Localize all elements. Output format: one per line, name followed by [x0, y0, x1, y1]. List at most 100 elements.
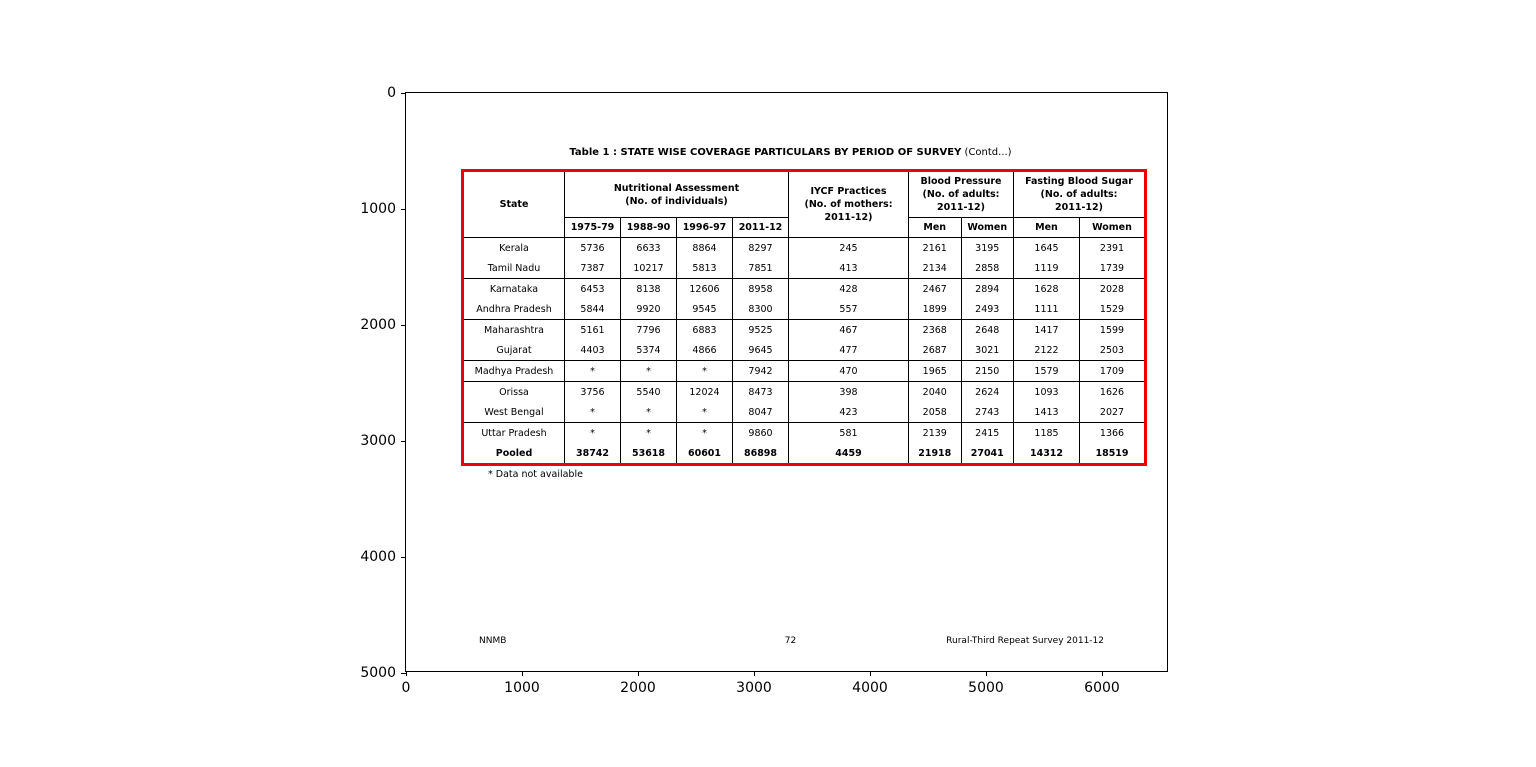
table-cell: 8473: [732, 381, 789, 402]
x-tick-mark: [986, 671, 987, 676]
table-cell: 21918: [908, 443, 961, 465]
footer-org: NNMB: [479, 636, 507, 646]
table-cell: 5813: [676, 258, 733, 279]
col-header-state: State: [499, 199, 529, 210]
table-cell: 1529: [1079, 299, 1146, 320]
col-header-nutritional-assessment: Nutritional Assessment (No. of individua…: [564, 170, 789, 218]
col-header-blood-pressure: Blood Pressure (No. of adults: 2011-12): [908, 170, 1014, 218]
plot-axes: 0 1000 2000 3000 4000 5000 0 1000 2000 3000 4000 5…: [360, 85, 1168, 696]
table-cell: 2493: [960, 299, 1014, 320]
table-title-main: Table 1 : STATE WISE COVERAGE PARTICULAR…: [569, 147, 962, 158]
table-cell: 2028: [1079, 278, 1146, 299]
state-cell: Tamil Nadu: [487, 262, 541, 274]
col-header-bp-men: Men: [908, 217, 961, 238]
state-cell: Andhra Pradesh: [476, 303, 552, 315]
table-cell: *: [676, 360, 733, 382]
table-cell: *: [564, 422, 621, 443]
table-cell: 413: [788, 258, 909, 279]
table-cell: 1417: [1013, 319, 1080, 340]
table-cell: 2858: [960, 258, 1014, 279]
table-cell: 2161: [908, 237, 961, 258]
table-cell: 8297: [732, 237, 789, 258]
table-cell: 1965: [908, 360, 961, 382]
y-tick-mark: [401, 93, 406, 94]
table-cell: 12606: [676, 278, 733, 299]
table-row-uttar-pradesh: Uttar Pradesh * * * 9860 581 2139 2415 1185 1366: [462, 422, 1146, 443]
table-cell: 467: [788, 319, 909, 340]
coverage-table: State Nutritional Assessment (No. of ind…: [461, 169, 1147, 466]
table-cell: 1119: [1013, 258, 1080, 279]
table-cell: 8864: [676, 237, 733, 258]
table-row-andhra-pradesh: Andhra Pradesh 5844 9920 9545 8300 557 1899 249…: [463, 299, 1146, 320]
table-cell: 2467: [908, 278, 961, 299]
table-cell: 2648: [960, 319, 1014, 340]
state-cell: Madhya Pradesh: [462, 360, 565, 382]
table-cell: 4866: [676, 340, 733, 361]
x-tick-mark: [870, 671, 871, 676]
state-cell: Maharashtra: [462, 319, 565, 340]
table-cell: 4459: [788, 443, 909, 465]
table-cell: 9545: [676, 299, 733, 320]
table-cell: 60601: [676, 443, 733, 465]
table-cell: 53618: [620, 443, 677, 465]
table-row-maharashtra: Maharashtra 5161 7796 6883 9525 467 2368 2648 14…: [462, 319, 1146, 340]
table-cell: 2040: [908, 381, 961, 402]
fbs-line1: Fasting Blood Sugar: [1025, 176, 1133, 187]
table-cell: 2415: [960, 422, 1014, 443]
table-cell: 3195: [960, 237, 1014, 258]
table-cell: 6883: [676, 319, 733, 340]
x-tick-label: 5000: [968, 680, 1004, 696]
table-cell: 2139: [908, 422, 961, 443]
x-tick-mark: [406, 671, 407, 676]
table-title: Table 1 : STATE WISE COVERAGE PARTICULAR…: [461, 147, 1120, 158]
state-cell: Kerala: [462, 237, 565, 258]
table-cell: *: [620, 402, 677, 423]
na-line1: Nutritional Assessment: [613, 182, 740, 194]
x-tick-label: 6000: [1084, 680, 1120, 696]
col-header-bp-women: Women: [960, 217, 1014, 238]
table-cell: 423: [788, 402, 909, 423]
col-header-fasting-blood-sugar: Fasting Blood Sugar (No. of adults: 2011…: [1013, 170, 1146, 218]
y-tick-label: 0: [387, 85, 396, 101]
table-cell: 6633: [620, 237, 677, 258]
table-cell: 38742: [564, 443, 621, 465]
coverage-table-header: State Nutritional Assessment (No. of ind…: [463, 170, 1146, 238]
state-cell: Uttar Pradesh: [462, 422, 565, 443]
table-cell: 1579: [1013, 360, 1080, 382]
x-tick-mark: [638, 671, 639, 676]
table-cell: 86898: [732, 443, 789, 465]
table-row-karnataka: Karnataka 6453 8138 12606 8958 428 2467 2894 162…: [462, 278, 1146, 299]
table-cell: 1626: [1079, 381, 1146, 402]
y-tick-label: 5000: [360, 665, 396, 681]
y-tick-mark: [401, 325, 406, 326]
col-header-1988-90: 1988-90: [620, 217, 677, 238]
table-cell: 1366: [1079, 422, 1146, 443]
table-cell: 5540: [620, 381, 677, 402]
state-cell: Pooled: [495, 447, 533, 459]
table-cell: *: [676, 402, 733, 423]
x-tick-mark: [1102, 671, 1103, 676]
table-cell: 470: [788, 360, 909, 382]
table-cell: 2368: [908, 319, 961, 340]
table-cell: 18519: [1079, 443, 1146, 465]
table-cell: 5736: [564, 237, 621, 258]
x-tick-label: 2000: [620, 680, 656, 696]
table-cell: 2624: [960, 381, 1014, 402]
y-tick-mark: [401, 209, 406, 210]
col-header-fbs-women: Women: [1079, 217, 1146, 238]
col-header-1975-79: 1975-79: [564, 217, 621, 238]
bp-line3: 2011-12): [937, 202, 985, 213]
table-cell: 3021: [960, 340, 1014, 361]
table-cell: 1709: [1079, 360, 1146, 382]
footnote-data-not-available: * Data not available: [488, 469, 583, 480]
table-cell: 2743: [960, 402, 1014, 423]
table-cell: 8047: [732, 402, 789, 423]
table-cell: 8958: [732, 278, 789, 299]
table-cell: 5161: [564, 319, 621, 340]
table-cell: 2134: [908, 258, 961, 279]
table-cell: 2058: [908, 402, 961, 423]
fbs-line3: 2011-12): [1055, 202, 1103, 213]
table-cell: 9645: [732, 340, 789, 361]
x-tick-mark: [754, 671, 755, 676]
